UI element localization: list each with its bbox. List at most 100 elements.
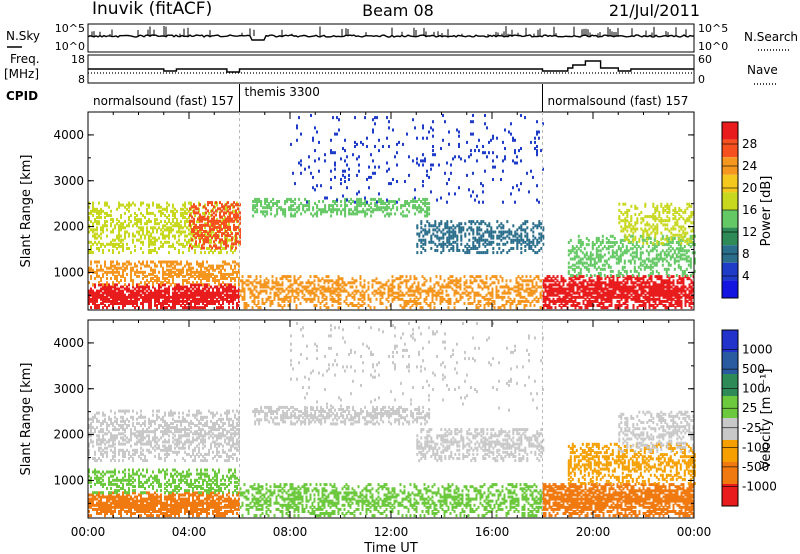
- scatter-cell: [421, 289, 424, 293]
- scatter-cell: [231, 203, 233, 207]
- scatter-cell: [564, 279, 567, 283]
- scatter-cell: [112, 302, 114, 305]
- scatter-cell: [128, 295, 130, 299]
- nave-tick-top: 60: [698, 53, 712, 66]
- scatter-cell: [206, 234, 208, 238]
- scatter-cell: [393, 279, 396, 283]
- scatter-cell: [110, 266, 112, 270]
- scatter-cell: [350, 212, 353, 216]
- scatter-cell: [215, 201, 217, 205]
- scatter-cell: [538, 240, 541, 244]
- scatter-cell: [399, 289, 402, 293]
- scatter-cell: [676, 302, 679, 305]
- scatter-cell: [196, 262, 198, 266]
- scatter-cell: [344, 214, 347, 218]
- scatter-cell: [160, 228, 162, 232]
- scatter-cell: [182, 207, 184, 211]
- scatter-cell: [656, 289, 659, 293]
- scatter-cell: [622, 295, 625, 299]
- scatter-cell: [235, 209, 237, 213]
- scatter-cell: [142, 214, 144, 217]
- scatter-cell: [265, 297, 268, 301]
- scatter-cell: [335, 283, 338, 287]
- scatter-cell: [166, 262, 168, 266]
- scatter-cell: [120, 299, 122, 303]
- scatter-cell: [422, 184, 424, 188]
- scatter-cell: [230, 264, 232, 268]
- scatter-cell: [416, 200, 419, 203]
- scatter-cell: [118, 224, 120, 228]
- scatter-cell: [422, 242, 425, 246]
- scatter-cell: [505, 279, 508, 283]
- scatter-cell: [325, 295, 328, 299]
- scatter-cell: [690, 281, 693, 285]
- scatter-cell: [146, 289, 148, 293]
- scatter-cell: [160, 211, 162, 215]
- scatter-cell: [387, 295, 390, 299]
- scatter-cell: [319, 285, 322, 289]
- scatter-cell: [241, 281, 244, 285]
- scatter-cell: [493, 306, 496, 310]
- scatter-cell: [150, 306, 152, 310]
- scatter-cell: [174, 283, 176, 287]
- scatter-cell: [598, 287, 601, 291]
- scatter-cell: [354, 206, 357, 210]
- scatter-cell: [224, 297, 226, 301]
- scatter-cell: [438, 222, 441, 226]
- scatter-cell: [253, 279, 256, 283]
- scatter-cell: [407, 299, 410, 303]
- scatter-cell: [223, 223, 225, 227]
- scatter-cell: [336, 210, 339, 214]
- scatter-cell: [294, 212, 297, 216]
- scatter-cell: [600, 281, 603, 285]
- scatter-cell: [202, 283, 204, 287]
- scatter-cell: [254, 200, 257, 203]
- scatter-cell: [476, 145, 478, 148]
- scatter-cell: [601, 263, 604, 267]
- scatter-cell: [124, 232, 126, 236]
- scatter-cell: [422, 136, 424, 140]
- scatter-cell: [122, 226, 124, 230]
- scatter-cell: [434, 242, 437, 246]
- scatter-cell: [599, 255, 602, 259]
- scatter-cell: [186, 285, 188, 289]
- scatter-cell: [134, 270, 136, 274]
- scatter-cell: [413, 293, 416, 297]
- scatter-cell: [381, 295, 384, 299]
- scatter-cell: [305, 287, 308, 291]
- scatter-cell: [106, 201, 108, 205]
- scatter-cell: [422, 208, 425, 212]
- scatter-cell: [417, 289, 420, 293]
- scatter-cell: [106, 277, 108, 280]
- scatter-cell: [182, 291, 184, 295]
- scatter-cell: [666, 289, 669, 293]
- scatter-cell: [116, 234, 118, 238]
- scatter-cell: [403, 304, 406, 307]
- scatter-cell: [118, 302, 120, 305]
- scatter-cell: [481, 281, 484, 285]
- scatter-cell: [526, 238, 529, 242]
- scatter-cell: [225, 234, 227, 238]
- scatter-cell: [479, 304, 482, 307]
- scatter-cell: [329, 297, 332, 301]
- scatter-cell: [634, 285, 637, 289]
- scatter-cell: [218, 287, 220, 291]
- scatter-cell: [166, 291, 168, 295]
- scatter-cell: [232, 251, 234, 255]
- scatter-cell: [426, 206, 429, 210]
- scatter-cell: [397, 277, 400, 281]
- scatter-cell: [351, 277, 354, 281]
- scatter-cell: [592, 291, 595, 295]
- scatter-cell: [92, 230, 94, 234]
- scatter-cell: [342, 194, 344, 198]
- scatter-cell: [156, 251, 158, 255]
- scatter-cell: [550, 299, 553, 303]
- scatter-cell: [478, 138, 480, 142]
- scatter-cell: [492, 240, 495, 244]
- scatter-cell: [236, 304, 238, 307]
- scatter-cell: [92, 207, 94, 211]
- scatter-cell: [335, 299, 338, 303]
- scatter-cell: [344, 159, 346, 163]
- scatter-cell: [590, 291, 593, 295]
- scatter-cell: [194, 244, 196, 248]
